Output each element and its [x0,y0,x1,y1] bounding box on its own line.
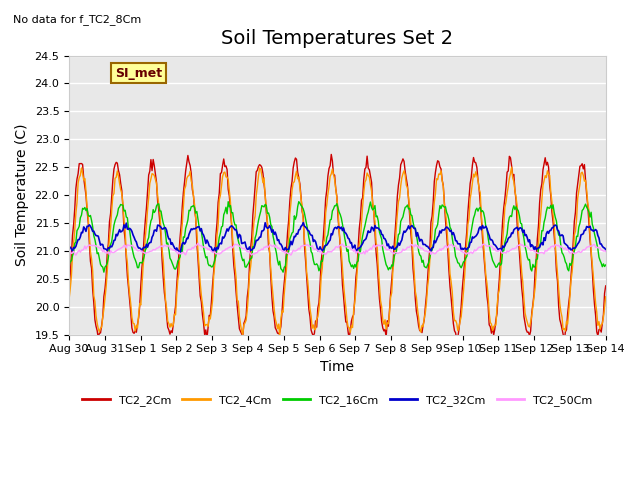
TC2_2Cm [461,260,468,265]
Line: TC2_16Cm: TC2_16Cm [69,202,605,272]
TC2_32Cm [65,245,73,251]
TC2_32Cm [462,246,470,252]
TC2_4Cm [508,164,515,170]
Legend: TC2_2Cm, TC2_4Cm, TC2_16Cm, TC2_32Cm, TC2_50Cm: TC2_2Cm, TC2_4Cm, TC2_16Cm, TC2_32Cm, TC… [78,391,597,410]
TC2_4Cm [65,296,73,301]
TC2_16Cm [232,222,240,228]
TC2_16Cm [292,213,300,219]
TC2_50Cm [368,246,376,252]
TC2_50Cm [234,242,242,248]
Line: TC2_50Cm: TC2_50Cm [69,243,605,255]
TC2_32Cm [555,228,563,234]
TC2_50Cm [462,251,470,257]
TC2_4Cm [232,275,240,280]
TC2_50Cm [194,240,202,246]
TC2_2Cm [392,213,400,219]
TC2_32Cm [300,220,307,226]
TC2_16Cm [295,199,303,204]
TC2_32Cm [394,244,401,250]
TC2_50Cm [394,251,401,256]
TC2_32Cm [292,231,300,237]
TC2_2Cm [367,173,374,179]
TC2_16Cm [394,240,401,245]
Title: Soil Temperatures Set 2: Soil Temperatures Set 2 [221,29,454,48]
TC2_16Cm [65,262,73,268]
TC2_2Cm [232,289,240,295]
Line: TC2_2Cm: TC2_2Cm [69,155,605,341]
TC2_16Cm [602,262,609,268]
TC2_4Cm [367,182,374,188]
Line: TC2_4Cm: TC2_4Cm [69,167,605,336]
X-axis label: Time: Time [321,360,355,374]
Text: No data for f_TC2_8Cm: No data for f_TC2_8Cm [13,14,141,25]
TC2_16Cm [462,255,470,261]
TC2_32Cm [602,247,609,252]
TC2_16Cm [279,269,287,275]
TC2_2Cm [554,278,561,284]
TC2_32Cm [234,230,241,236]
TC2_2Cm [602,283,609,289]
TC2_2Cm [292,155,300,161]
Text: SI_met: SI_met [115,67,162,80]
TC2_4Cm [602,294,609,300]
TC2_50Cm [72,252,80,258]
TC2_4Cm [461,275,468,280]
TC2_16Cm [368,204,376,210]
TC2_4Cm [276,334,284,339]
TC2_2Cm [561,338,568,344]
TC2_50Cm [65,251,73,256]
TC2_2Cm [328,152,335,157]
TC2_32Cm [176,251,184,256]
TC2_50Cm [555,242,563,248]
TC2_4Cm [392,226,400,232]
TC2_50Cm [294,247,301,252]
TC2_16Cm [555,232,563,238]
TC2_50Cm [602,249,609,254]
TC2_2Cm [65,285,73,291]
Y-axis label: Soil Temperature (C): Soil Temperature (C) [15,124,29,266]
TC2_32Cm [368,224,376,230]
TC2_4Cm [555,286,563,291]
TC2_4Cm [292,168,300,174]
Line: TC2_32Cm: TC2_32Cm [69,223,605,253]
